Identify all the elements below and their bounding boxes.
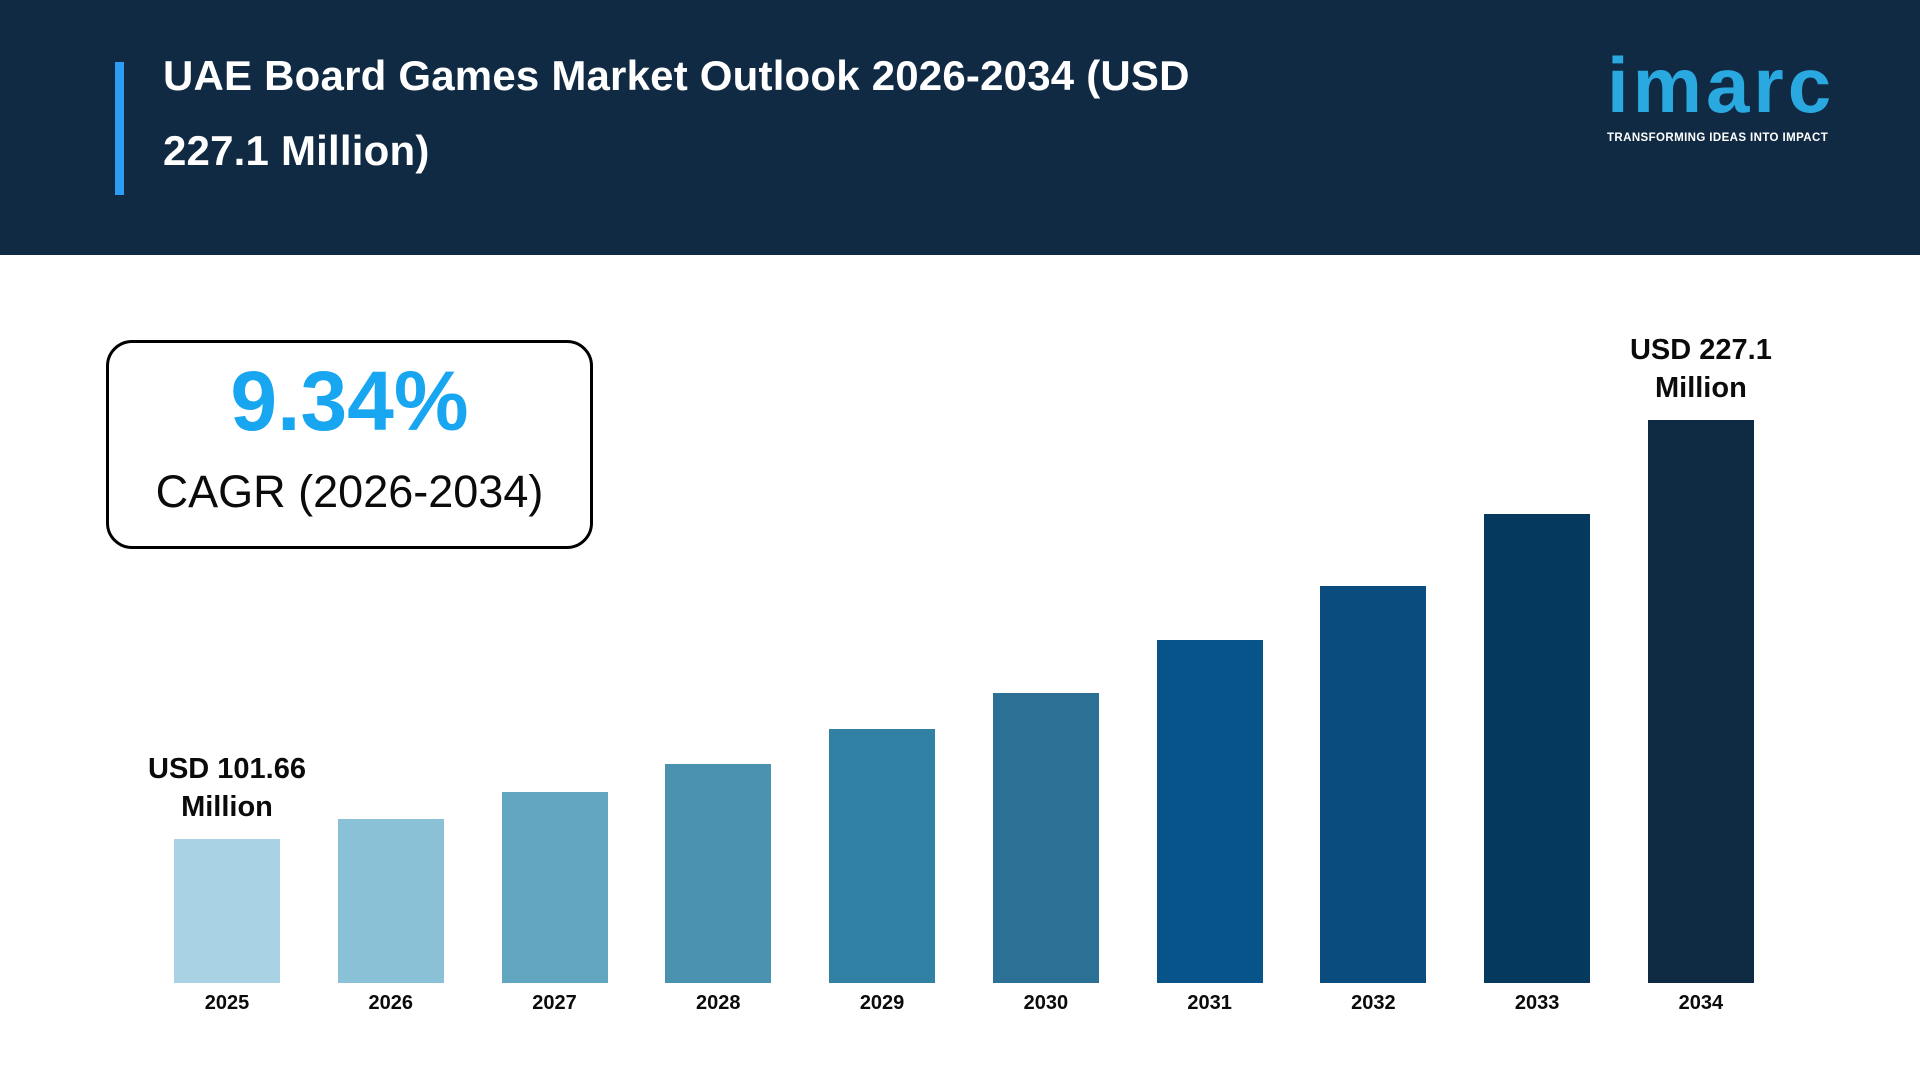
bar-2029 — [829, 729, 936, 983]
bar-2027 — [501, 792, 608, 983]
bar-column-2025: USD 101.66 Million 2025 — [148, 753, 306, 1014]
bar-column-2034: USD 227.1 Million 2034 — [1630, 334, 1772, 1014]
bar-2025 — [174, 839, 280, 983]
year-label-2031: 2031 — [1187, 992, 1232, 1014]
imarc-logo-wordmark: imarc — [1607, 41, 1836, 129]
bar-column-2030: 2030 — [992, 693, 1099, 1014]
bar-chart: USD 101.66 Million 2025 2026 2027 2028 2029 203… — [148, 334, 1772, 1014]
value-label-line: USD 101.66 — [148, 752, 306, 785]
bar-2033 — [1484, 514, 1591, 983]
cagr-value: 9.34% — [230, 354, 469, 448]
bar-column-2028: 2028 — [665, 764, 772, 1014]
year-label-2033: 2033 — [1514, 992, 1560, 1014]
value-label-line: Million — [1654, 372, 1747, 405]
page-title-line-1: UAE Board Games Market Outlook 2026-2034… — [163, 52, 1190, 99]
bar-2030 — [992, 693, 1099, 983]
year-label-2025: 2025 — [204, 992, 250, 1014]
bar-column-2026: 2026 — [337, 819, 444, 1014]
year-label-2032: 2032 — [1351, 992, 1396, 1014]
year-label-2034: 2034 — [1678, 992, 1724, 1014]
imarc-logo: imarc TRANSFORMING IDEAS INTO IMPACT — [1607, 41, 1857, 145]
bar-2031 — [1156, 640, 1263, 983]
page-title: UAE Board Games Market Outlook 2026-2034… — [163, 38, 1343, 188]
cagr-label: CAGR (2026-2034) — [155, 466, 544, 517]
bar-2032 — [1320, 586, 1427, 983]
value-label-line: Million — [181, 791, 273, 824]
title-accent-bar — [115, 62, 124, 195]
year-label-2029: 2029 — [859, 992, 905, 1014]
bar-column-2033: 2033 — [1484, 514, 1591, 1014]
year-label-2027: 2027 — [532, 992, 577, 1014]
year-label-2026: 2026 — [368, 992, 414, 1014]
cagr-card: 9.34% CAGR (2026-2034) — [106, 340, 593, 549]
page-title-line-2: 227.1 Million) — [163, 127, 430, 174]
value-label-2025: USD 101.66 Million — [148, 750, 306, 827]
bar-column-2031: 2031 — [1156, 640, 1263, 1014]
bar-column-2027: 2027 — [501, 792, 608, 1014]
bar-2028 — [665, 764, 772, 983]
bar-2026 — [337, 819, 444, 983]
bar-column-2029: 2029 — [829, 729, 936, 1014]
bar-column-2032: 2032 — [1320, 586, 1427, 1014]
year-label-2028: 2028 — [696, 992, 741, 1014]
header-band: UAE Board Games Market Outlook 2026-2034… — [0, 0, 1920, 255]
year-label-2030: 2030 — [1023, 992, 1069, 1014]
bar-2034 — [1647, 420, 1754, 983]
value-label-2034: USD 227.1 Million — [1630, 331, 1772, 408]
imarc-logo-tagline: TRANSFORMING IDEAS INTO IMPACT — [1607, 132, 1829, 145]
value-label-line: USD 227.1 — [1629, 333, 1772, 366]
